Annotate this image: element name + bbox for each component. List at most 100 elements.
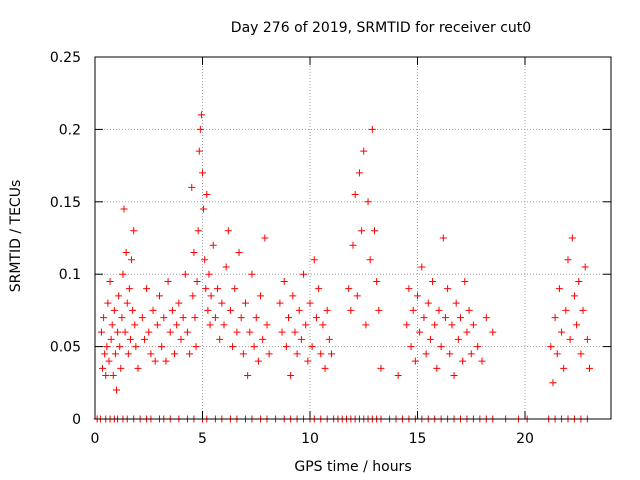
data-point (573, 321, 581, 329)
data-point (422, 350, 430, 358)
data-point (149, 306, 157, 314)
data-point (116, 343, 124, 351)
data-point (100, 314, 108, 322)
data-point (160, 314, 168, 322)
data-point (191, 314, 199, 322)
data-point (287, 372, 295, 380)
data-point (278, 328, 286, 336)
data-point (197, 111, 205, 119)
data-point (242, 299, 249, 307)
data-point (111, 350, 119, 358)
data-point (244, 372, 252, 380)
data-point (358, 227, 366, 235)
data-point (224, 227, 232, 235)
data-point (355, 169, 363, 177)
data-point (134, 364, 142, 372)
data-point (201, 256, 209, 264)
data-point (282, 343, 290, 351)
data-point (246, 328, 254, 336)
data-point (196, 125, 204, 133)
data-point (452, 299, 460, 307)
data-point (259, 335, 267, 343)
data-point (459, 357, 467, 365)
data-point (181, 270, 189, 278)
data-point (364, 198, 372, 206)
data-point (362, 321, 370, 329)
data-point (293, 350, 301, 358)
data-point (435, 306, 443, 314)
data-point (209, 241, 217, 249)
data-point (414, 292, 421, 300)
data-point (457, 314, 464, 322)
plot-frame (94, 56, 612, 420)
data-point (265, 350, 273, 358)
data-point (360, 147, 368, 155)
data-point (446, 350, 454, 358)
data-point (204, 306, 212, 314)
data-point (448, 321, 456, 329)
data-point (429, 277, 437, 285)
data-point (171, 350, 179, 358)
data-point (188, 183, 196, 191)
data-point (200, 205, 208, 213)
data-point (263, 321, 271, 329)
data-point (239, 350, 247, 358)
data-point (123, 299, 131, 307)
data-point (394, 372, 402, 380)
data-point (105, 357, 113, 365)
data-point (235, 248, 243, 256)
data-point (437, 343, 445, 351)
data-point (405, 285, 413, 293)
x-tick-label: 0 (91, 431, 100, 447)
data-point (368, 125, 376, 133)
data-point (373, 277, 381, 285)
data-point (193, 277, 201, 285)
data-point (426, 335, 434, 343)
data-point (420, 314, 428, 322)
data-point (110, 306, 118, 314)
data-point (147, 350, 155, 358)
data-point (145, 328, 153, 336)
data-point (220, 321, 228, 329)
data-point (164, 277, 172, 285)
data-point (377, 364, 385, 372)
x-tick-label: 20 (516, 431, 534, 447)
data-point (229, 343, 237, 351)
data-point (560, 364, 568, 372)
data-point (153, 321, 161, 329)
data-point (151, 357, 159, 365)
data-point (202, 285, 210, 293)
y-tick-label: 0.15 (50, 195, 81, 211)
data-point (564, 256, 572, 264)
data-point (261, 234, 269, 242)
data-point (454, 335, 462, 343)
y-tick-label: 0.2 (59, 122, 81, 138)
data-point (183, 328, 191, 336)
data-point (101, 350, 109, 358)
data-point (463, 328, 471, 336)
data-point (250, 343, 258, 351)
data-point (586, 364, 593, 372)
data-point (581, 263, 589, 271)
data-point (308, 343, 316, 351)
data-point (553, 350, 561, 358)
data-point (461, 277, 469, 285)
data-point (566, 335, 574, 343)
data-point (104, 299, 112, 307)
data-point (297, 335, 305, 343)
data-point (102, 372, 110, 380)
data-point (467, 350, 475, 358)
data-point (130, 227, 138, 235)
data-point (478, 357, 486, 365)
data-point (441, 314, 449, 322)
data-point (168, 306, 176, 314)
data-point (177, 335, 185, 343)
data-point (113, 386, 120, 394)
data-point (156, 292, 163, 300)
y-tick-label: 0 (72, 412, 81, 428)
x-tick-label: 10 (301, 431, 319, 447)
y-tick-label: 0.1 (59, 267, 81, 283)
data-point (306, 299, 314, 307)
data-point (114, 328, 122, 336)
data-point (211, 314, 219, 322)
